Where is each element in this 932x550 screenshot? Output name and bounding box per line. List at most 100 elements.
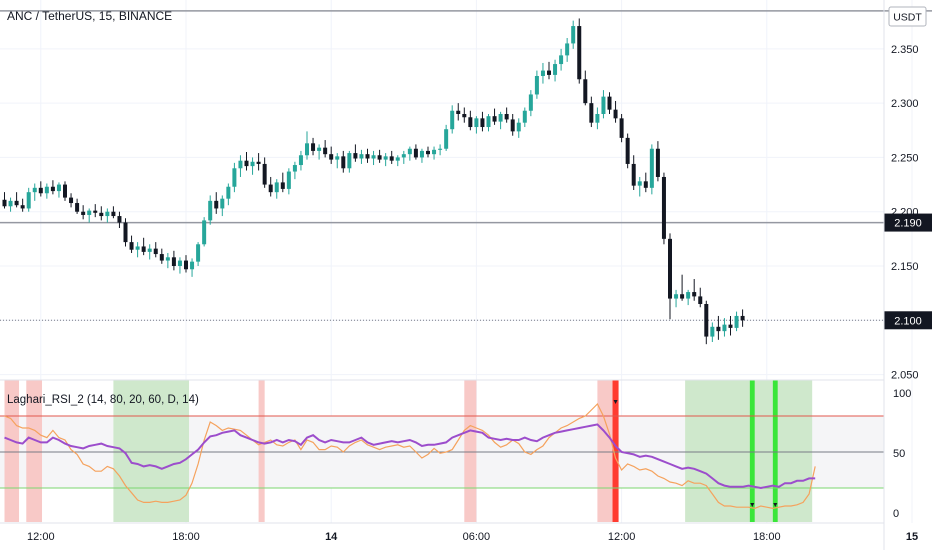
candle-111[interactable] (674, 289, 679, 308)
candle-84[interactable] (510, 114, 515, 136)
candle-54[interactable] (329, 146, 334, 164)
candle-3[interactable] (20, 198, 25, 212)
candle-122[interactable] (740, 309, 745, 327)
candle-95[interactable] (577, 18, 582, 84)
candle-80[interactable] (486, 114, 491, 132)
candle-36[interactable] (220, 195, 225, 217)
candle-112[interactable] (680, 274, 685, 301)
candle-38[interactable] (232, 162, 237, 193)
candle-89[interactable] (540, 62, 545, 84)
candle-30[interactable] (184, 255, 188, 273)
candle-33[interactable] (202, 217, 207, 247)
candle-39[interactable] (238, 155, 243, 177)
candle-93[interactable] (565, 38, 570, 62)
candle-49[interactable] (298, 150, 303, 171)
candle-83[interactable] (504, 107, 509, 123)
candle-55[interactable] (335, 153, 340, 169)
candle-34[interactable] (208, 195, 213, 225)
candle-76[interactable] (462, 107, 467, 123)
candle-114[interactable] (692, 279, 697, 301)
candle-32[interactable] (196, 242, 201, 266)
candle-103[interactable] (625, 133, 630, 169)
candle-74[interactable] (450, 105, 455, 134)
candle-113[interactable] (686, 289, 691, 306)
candle-41[interactable] (250, 157, 255, 175)
candle-27[interactable] (165, 252, 170, 269)
candle-81[interactable] (492, 108, 497, 125)
candle-64[interactable] (389, 150, 394, 164)
candle-88[interactable] (534, 70, 539, 99)
candle-35[interactable] (214, 192, 219, 214)
candle-14[interactable] (87, 208, 92, 223)
candle-94[interactable] (571, 20, 576, 49)
candle-61[interactable] (371, 150, 376, 166)
candle-29[interactable] (177, 257, 182, 274)
candle-48[interactable] (292, 161, 297, 180)
candle-91[interactable] (553, 59, 558, 82)
candle-99[interactable] (601, 90, 606, 119)
candle-6[interactable] (38, 181, 43, 197)
candle-62[interactable] (377, 149, 382, 163)
candle-121[interactable] (734, 311, 739, 332)
candle-68[interactable] (413, 144, 418, 160)
candle-105[interactable] (637, 176, 642, 197)
candle-66[interactable] (401, 150, 406, 164)
candle-82[interactable] (498, 111, 503, 130)
candle-20[interactable] (123, 218, 128, 247)
candle-72[interactable] (438, 144, 443, 156)
candle-10[interactable] (63, 181, 67, 201)
candle-90[interactable] (547, 61, 551, 80)
candle-16[interactable] (99, 206, 104, 221)
candle-87[interactable] (528, 90, 533, 117)
candle-0[interactable] (2, 192, 7, 209)
candle-56[interactable] (341, 150, 346, 173)
candle-67[interactable] (407, 146, 412, 161)
candle-109[interactable] (661, 172, 666, 245)
candle-19[interactable] (117, 211, 122, 228)
candle-106[interactable] (643, 172, 648, 193)
candle-40[interactable] (244, 152, 249, 171)
candle-59[interactable] (359, 149, 364, 164)
candle-22[interactable] (135, 242, 140, 258)
candle-46[interactable] (280, 172, 285, 193)
candle-7[interactable] (44, 183, 49, 199)
candlestick-series[interactable] (2, 18, 745, 345)
candle-108[interactable] (655, 141, 660, 182)
candle-1[interactable] (8, 197, 13, 212)
candle-92[interactable] (559, 48, 564, 71)
candle-28[interactable] (171, 250, 176, 271)
candle-63[interactable] (383, 153, 388, 167)
candle-42[interactable] (256, 153, 261, 171)
candle-8[interactable] (50, 180, 55, 195)
candle-21[interactable] (129, 235, 134, 253)
candle-79[interactable] (480, 111, 485, 132)
candle-13[interactable] (81, 205, 86, 220)
candle-58[interactable] (353, 144, 358, 162)
candle-73[interactable] (444, 124, 449, 151)
candle-101[interactable] (613, 100, 618, 123)
candle-52[interactable] (317, 144, 322, 160)
candle-60[interactable] (365, 148, 370, 163)
candle-69[interactable] (419, 148, 424, 163)
candle-4[interactable] (26, 187, 31, 212)
candle-120[interactable] (728, 315, 733, 336)
candle-26[interactable] (159, 248, 164, 264)
candle-97[interactable] (589, 96, 594, 128)
candle-85[interactable] (516, 118, 521, 138)
candle-100[interactable] (607, 92, 612, 114)
candle-43[interactable] (262, 157, 267, 188)
candle-47[interactable] (286, 168, 291, 195)
candle-23[interactable] (141, 237, 146, 256)
candle-78[interactable] (474, 116, 479, 134)
candle-65[interactable] (395, 155, 400, 167)
candle-70[interactable] (426, 146, 430, 158)
candle-118[interactable] (716, 315, 721, 340)
candle-25[interactable] (153, 242, 158, 258)
candle-75[interactable] (456, 103, 461, 121)
candle-117[interactable] (710, 322, 715, 342)
candle-5[interactable] (32, 183, 37, 201)
candle-9[interactable] (56, 182, 61, 198)
indicator-title[interactable]: Laghari_RSI_2 (14, 80, 20, 60, D, 14) (7, 394, 199, 406)
